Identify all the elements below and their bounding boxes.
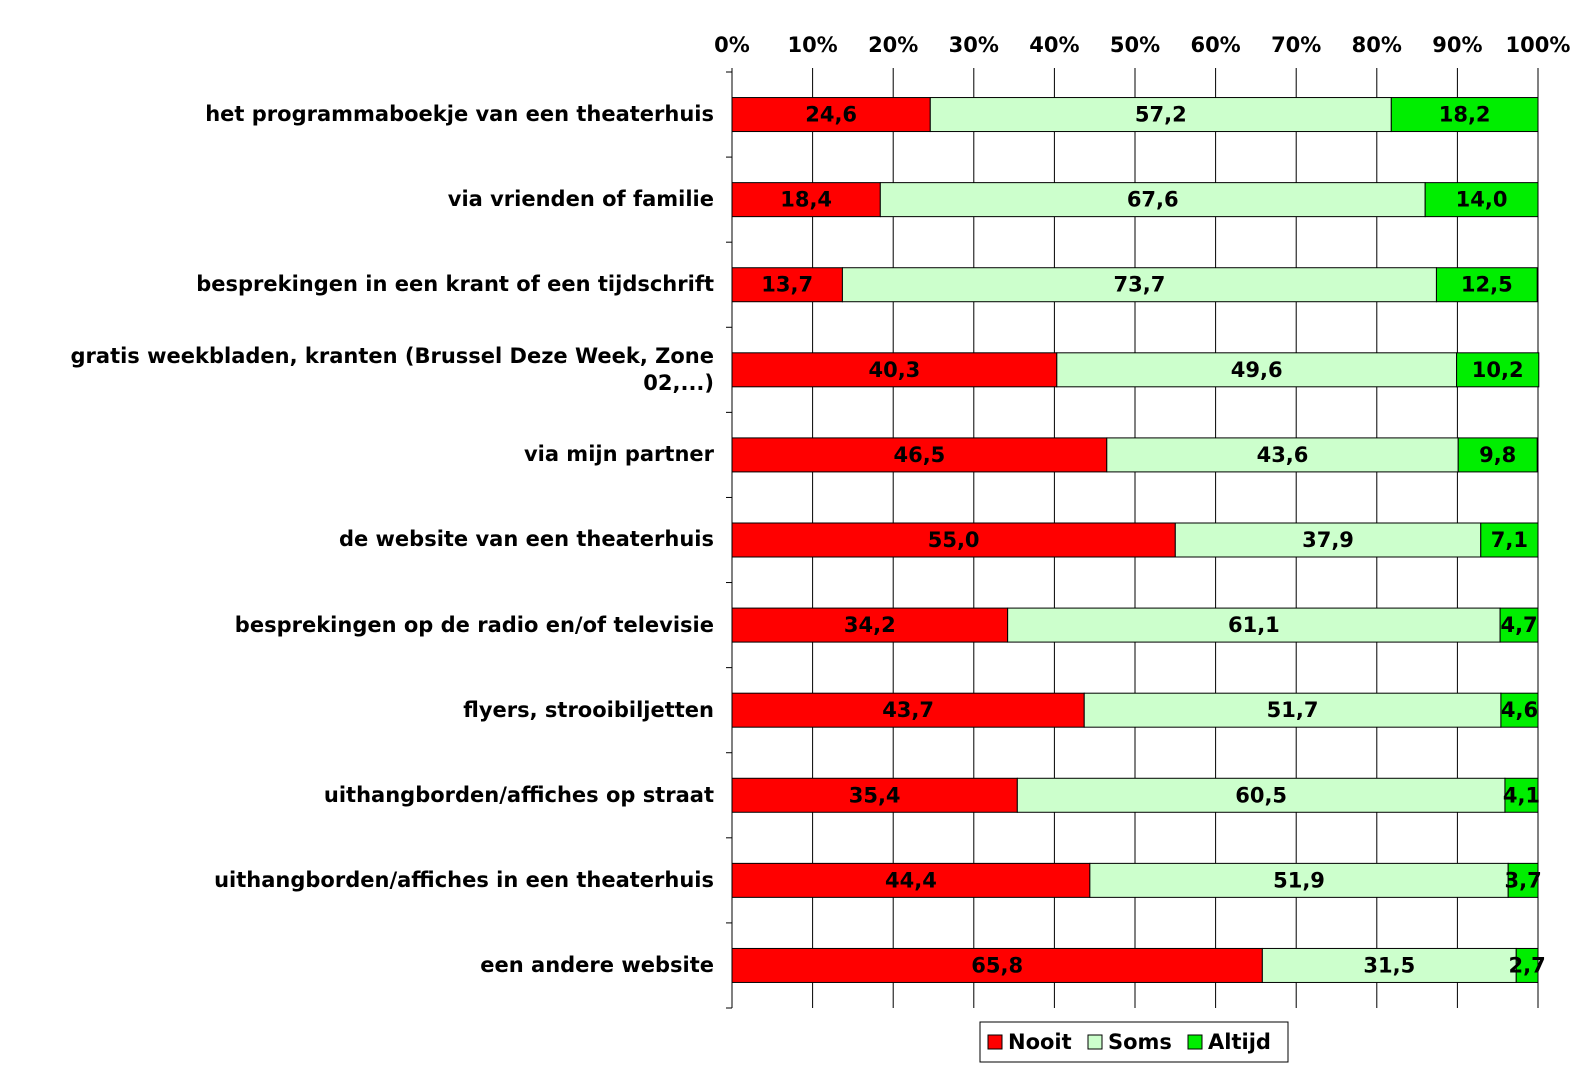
category-label: uithangborden/affiches op straat [323, 782, 714, 807]
bar-segment [1435, 267, 1538, 303]
data-label: 67,6 [1127, 188, 1179, 212]
data-label: 3,7 [1504, 868, 1541, 892]
bar-segment [1089, 862, 1509, 898]
bar-segment [731, 182, 881, 218]
category-label: het programmaboekje van een theaterhuis [205, 102, 714, 127]
bar-segment [731, 777, 1018, 813]
data-label: 4,1 [1503, 783, 1540, 807]
category-label: via mijn partner [523, 442, 714, 467]
data-label: 14,0 [1456, 188, 1508, 212]
data-label: 60,5 [1235, 783, 1287, 807]
data-label: 49,6 [1231, 358, 1283, 382]
data-label: 43,6 [1257, 443, 1309, 467]
data-label: 4,7 [1500, 613, 1537, 637]
data-label: 61,1 [1228, 613, 1280, 637]
bar-segment [929, 97, 1392, 133]
category-label: via vrienden of familie [447, 187, 714, 212]
legend-label: Soms [1108, 1030, 1172, 1054]
x-tick-label: 10% [787, 33, 837, 57]
bar-segment [1083, 692, 1502, 728]
x-tick-label: 70% [1271, 33, 1321, 57]
x-tick-label: 90% [1432, 33, 1482, 57]
category-label: de website van een theaterhuis [338, 527, 714, 552]
bar-segment [731, 947, 1263, 983]
bar-segment [1016, 777, 1506, 813]
bar-segment [1499, 607, 1539, 643]
data-label: 31,5 [1363, 953, 1415, 977]
bar-segment [1106, 437, 1459, 473]
data-label: 37,9 [1302, 528, 1354, 552]
category-label: flyers, strooibiljetten [463, 697, 714, 722]
legend-label: Nooit [1008, 1030, 1072, 1054]
data-label: 13,7 [761, 273, 813, 297]
x-tick-label: 50% [1110, 33, 1160, 57]
bar-segment [1504, 777, 1539, 813]
legend-swatch [1087, 1034, 1103, 1050]
bar-segment [1457, 437, 1538, 473]
data-label: 51,9 [1273, 868, 1325, 892]
data-label: 34,2 [844, 613, 896, 637]
data-label: 10,2 [1472, 358, 1524, 382]
bar-segment [1007, 607, 1501, 643]
bar-segment [731, 97, 931, 133]
data-label: 18,2 [1439, 103, 1491, 127]
data-label: 35,4 [849, 783, 901, 807]
x-tick-label: 20% [868, 33, 918, 57]
legend-swatch [987, 1034, 1003, 1050]
category-label: een andere website [480, 952, 714, 977]
data-label: 73,7 [1114, 273, 1166, 297]
bar-segment [879, 182, 1426, 218]
x-tick-label: 60% [1190, 33, 1240, 57]
data-label: 46,5 [893, 443, 945, 467]
data-label: 57,2 [1135, 103, 1187, 127]
x-tick-label: 40% [1029, 33, 1079, 57]
category-label: gratis weekbladen, kranten (Brussel Deze… [70, 343, 714, 395]
data-label: 2,7 [1509, 953, 1546, 977]
category-label: uithangborden/affiches in een theaterhui… [214, 867, 714, 892]
data-label: 4,6 [1501, 698, 1538, 722]
bar-segment [731, 607, 1009, 643]
data-label: 51,7 [1267, 698, 1319, 722]
bar-segment [1424, 182, 1539, 218]
bar-segment [1500, 692, 1539, 728]
bar-segment [1480, 522, 1539, 558]
bar-segment [1507, 862, 1539, 898]
category-label: besprekingen in een krant of een tijdsch… [196, 272, 714, 297]
data-label: 43,7 [882, 698, 934, 722]
legend-swatch [1187, 1034, 1203, 1050]
legend-label: Altijd [1208, 1030, 1271, 1054]
bar-segment [1390, 97, 1539, 133]
data-label: 12,5 [1461, 273, 1513, 297]
data-label: 7,1 [1491, 528, 1528, 552]
bar-segment [731, 352, 1058, 388]
x-tick-label: 100% [1506, 33, 1571, 57]
x-tick-label: 30% [949, 33, 999, 57]
bar-segment [1456, 352, 1540, 388]
bar-segment [1515, 947, 1539, 983]
bar-segment [731, 862, 1091, 898]
category-label: besprekingen op de radio en/of televisie [234, 612, 714, 637]
bar-segment [1261, 947, 1517, 983]
data-label: 18,4 [780, 188, 832, 212]
data-label: 40,3 [868, 358, 920, 382]
data-label: 24,6 [805, 103, 857, 127]
bar-segment [731, 522, 1176, 558]
data-label: 55,0 [928, 528, 980, 552]
data-label: 44,4 [885, 868, 937, 892]
bar-segment [731, 692, 1085, 728]
data-label: 9,8 [1479, 443, 1516, 467]
legend-box [979, 1021, 1289, 1063]
x-tick-label: 80% [1352, 33, 1402, 57]
x-tick-label: 0% [714, 33, 750, 57]
data-label: 65,8 [971, 953, 1023, 977]
